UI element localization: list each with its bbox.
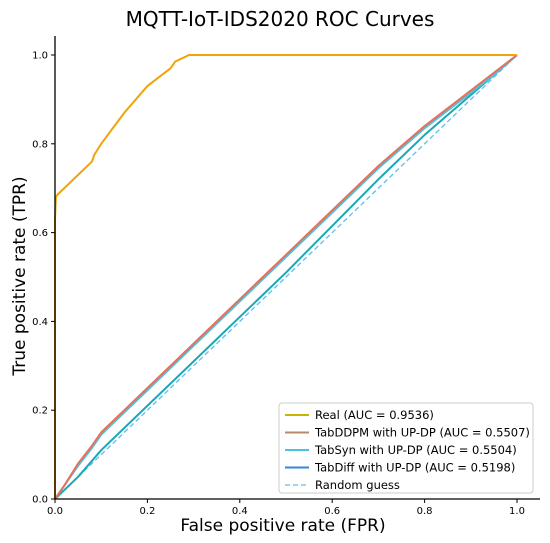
y-tick-label: 0.8 xyxy=(32,139,48,150)
legend: Real (AUC = 0.9536) TabDDPM with UP-DP (A… xyxy=(278,402,534,494)
x-axis-label: False positive rate (FPR) xyxy=(180,516,385,536)
y-tick-label: 0.4 xyxy=(32,317,48,328)
legend-label: Random guess xyxy=(315,478,400,492)
legend-label: TabDiff with UP-DP (AUC = 0.5198) xyxy=(314,461,515,475)
series-line-4 xyxy=(54,54,518,500)
series-line-1 xyxy=(54,54,518,500)
series-lines xyxy=(54,54,518,500)
axes: 0.0 0.2 0.4 0.6 0.8 1.0 0.0 0.2 0.4 0.6 0.8 1.0 xyxy=(32,36,540,517)
legend-label: TabDDPM with UP-DP (AUC = 0.5507) xyxy=(314,426,530,440)
x-tick-label: 0.4 xyxy=(232,506,248,517)
y-tick-label: 0.2 xyxy=(32,406,48,417)
legend-label: TabSyn with UP-DP (AUC = 0.5504) xyxy=(314,443,517,457)
y-tick-label: 1.0 xyxy=(32,51,48,62)
x-tick-label: 1.0 xyxy=(509,506,525,517)
y-axis-label: True positive rate (TPR) xyxy=(10,176,30,376)
x-tick-label: 0.2 xyxy=(139,506,155,517)
x-tick-label: 0.6 xyxy=(324,506,340,517)
series-line-2 xyxy=(54,54,518,500)
y-tick-label: 0.6 xyxy=(32,228,48,239)
series-line-3 xyxy=(54,54,518,500)
x-tick-label: 0.8 xyxy=(417,506,433,517)
chart-title: MQTT-IoT-IDS2020 ROC Curves xyxy=(126,7,435,31)
y-tick-label: 0.0 xyxy=(32,495,48,506)
legend-box xyxy=(278,402,534,494)
series-line-0 xyxy=(54,54,517,499)
x-tick-label: 0.0 xyxy=(47,506,63,517)
legend-label: Real (AUC = 0.9536) xyxy=(315,408,434,422)
